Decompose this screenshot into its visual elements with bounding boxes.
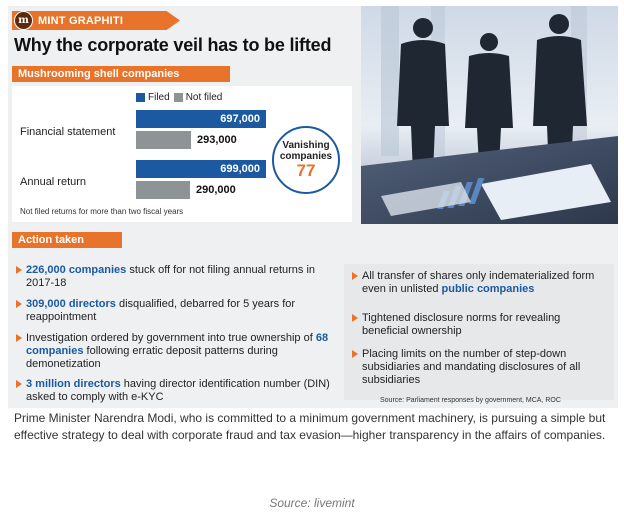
action-item-right: All transfer of shares only indematerial…	[352, 270, 608, 296]
action-item-left: 3 million directors having director iden…	[16, 378, 332, 404]
vanishing-companies-callout: Vanishing companies 77	[272, 126, 340, 194]
action-item-left: 309,000 directors disqualified, debarred…	[16, 298, 332, 324]
bullet-arrow-icon	[16, 266, 22, 274]
legend-swatch-filed	[136, 93, 145, 102]
bar-not-filed: 290,000	[136, 181, 236, 199]
legend-label-filed: Filed	[148, 92, 170, 103]
caption: Prime Minister Narendra Modi, who is com…	[14, 411, 606, 442]
action-highlight: 3 million directors	[26, 378, 121, 390]
action-highlight: 226,000 companies	[26, 264, 127, 276]
bullet-arrow-icon	[16, 300, 22, 308]
legend-item-not-filed: Not filed	[173, 92, 223, 103]
bullet-arrow-icon	[352, 272, 358, 280]
bullet-arrow-icon	[352, 314, 358, 322]
image-credit: Source: livemint	[269, 496, 355, 510]
vanishing-value: 77	[296, 161, 316, 180]
bar-value-label: 293,000	[197, 134, 237, 146]
action-text: Placing limits on the number of step-dow…	[362, 348, 581, 386]
action-text: 3 million directors having director iden…	[26, 378, 330, 403]
legend-swatch-not-filed	[173, 93, 183, 102]
bar-filed: 699,000	[136, 160, 266, 178]
action-item-right: Placing limits on the number of step-dow…	[352, 348, 608, 387]
action-item-left: Investigation ordered by government into…	[16, 332, 332, 371]
action-text: All transfer of shares only indematerial…	[362, 270, 595, 295]
actions-right-panel	[344, 264, 614, 400]
business-people-illustration	[361, 6, 618, 224]
mint-logo-icon: m	[14, 11, 33, 30]
chart-note: Not filed returns for more than two fisc…	[20, 207, 184, 216]
chart-section-title: Mushrooming shell companies	[12, 66, 230, 82]
infographic-title: Why the corporate veil has to be lifted	[14, 35, 332, 55]
shell-companies-chart: Filed Not filed Not filed returns for mo…	[12, 86, 352, 222]
bar-value-label: 699,000	[220, 163, 260, 175]
action-text: Investigation ordered by government into…	[26, 332, 329, 370]
action-highlight: 309,000 directors	[26, 298, 116, 310]
action-item-left: 226,000 companies stuck off for not fili…	[16, 264, 332, 290]
bullet-arrow-icon	[352, 350, 358, 358]
category-label: Annual return	[20, 176, 87, 188]
action-highlight: public companies	[441, 283, 535, 295]
category-label: Financial statement	[20, 126, 116, 138]
legend-item-filed: Filed	[136, 92, 170, 103]
action-highlight: 68 companies	[26, 332, 329, 357]
action-text: 226,000 companies stuck off for not fili…	[26, 264, 316, 289]
action-text: 309,000 directors disqualified, debarred…	[26, 298, 296, 323]
bullet-arrow-icon	[16, 334, 22, 342]
actions-section-title: Action taken	[12, 232, 122, 248]
brand-banner: m MINT GRAPHITI	[12, 11, 180, 30]
business-people-photo	[361, 6, 618, 224]
bar-filed: 697,000	[136, 110, 266, 128]
action-text: Tightened disclosure norms for revealing…	[362, 312, 561, 337]
bar-value-label: 697,000	[220, 113, 260, 125]
infographic: m MINT GRAPHITI Why the corporate veil h…	[8, 6, 618, 408]
legend-label-not-filed: Not filed	[185, 92, 223, 103]
chart-legend: Filed Not filed	[136, 92, 222, 103]
source-note: Source: Parliament responses by governme…	[380, 397, 561, 404]
vanishing-label: Vanishing companies	[279, 140, 333, 162]
bullet-arrow-icon	[16, 380, 22, 388]
brand-name: MINT GRAPHITI	[38, 14, 124, 27]
bar-value-label: 290,000	[196, 184, 236, 196]
action-item-right: Tightened disclosure norms for revealing…	[352, 312, 608, 338]
bar-not-filed: 293,000	[136, 131, 237, 149]
